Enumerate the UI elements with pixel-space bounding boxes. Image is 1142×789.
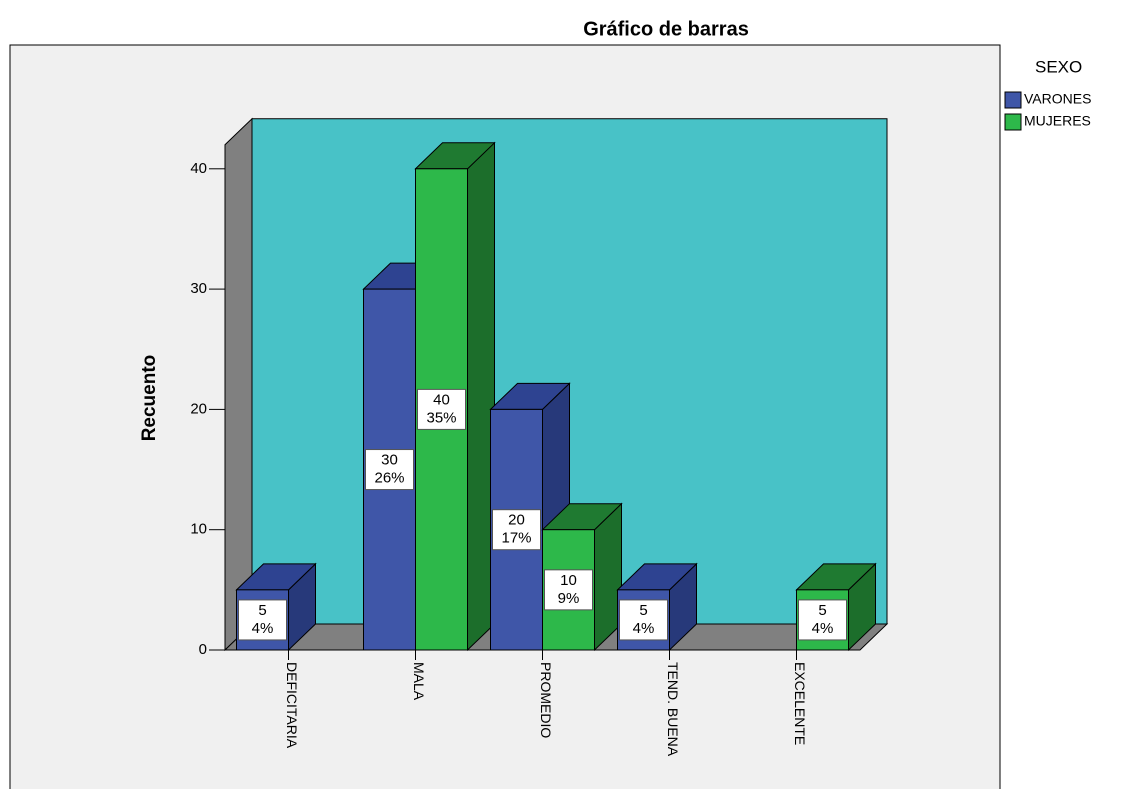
value-label: 40 bbox=[433, 391, 450, 408]
percent-label: 17% bbox=[501, 530, 531, 547]
x-tick-label: MALA bbox=[411, 662, 427, 701]
value-label-box bbox=[417, 388, 466, 430]
legend-label: MUJERES bbox=[1024, 113, 1091, 129]
x-tick-label: TEND. BUENA bbox=[665, 662, 681, 757]
value-label-box bbox=[798, 599, 847, 641]
legend-label: VARONES bbox=[1024, 91, 1091, 107]
value-label-box bbox=[492, 509, 541, 551]
percent-label: 35% bbox=[426, 409, 456, 426]
y-tick-label: 40 bbox=[190, 160, 207, 177]
value-label: 10 bbox=[560, 572, 577, 589]
percent-label: 4% bbox=[252, 620, 274, 637]
legend-swatch bbox=[1004, 91, 1022, 109]
value-label: 5 bbox=[818, 602, 826, 619]
legend-swatch bbox=[1004, 113, 1022, 131]
y-tick-label: 0 bbox=[199, 641, 207, 658]
x-tick-label: DEFICITARIA bbox=[284, 662, 300, 749]
percent-label: 4% bbox=[812, 620, 834, 637]
percent-label: 4% bbox=[633, 620, 655, 637]
value-label: 20 bbox=[508, 512, 525, 529]
value-label-box bbox=[365, 449, 414, 491]
value-label: 5 bbox=[258, 602, 266, 619]
y-tick-label: 30 bbox=[190, 280, 207, 297]
x-tick-label: PROMEDIO bbox=[538, 662, 554, 738]
value-label-box bbox=[544, 569, 593, 611]
percent-label: 26% bbox=[374, 470, 404, 487]
chart-title: Gráfico de barras bbox=[583, 18, 749, 40]
y-axis-label: Recuento bbox=[139, 355, 160, 442]
y-tick-label: 10 bbox=[190, 521, 207, 538]
percent-label: 9% bbox=[558, 590, 580, 607]
legend-title: SEXO bbox=[1035, 57, 1082, 76]
x-tick-label: EXCELENTE bbox=[792, 662, 808, 745]
left-wall bbox=[224, 117, 253, 652]
value-label: 30 bbox=[381, 452, 398, 469]
value-label-box bbox=[238, 599, 287, 641]
value-label: 5 bbox=[639, 602, 647, 619]
y-tick-label: 20 bbox=[190, 400, 207, 417]
value-label-box bbox=[619, 599, 668, 641]
